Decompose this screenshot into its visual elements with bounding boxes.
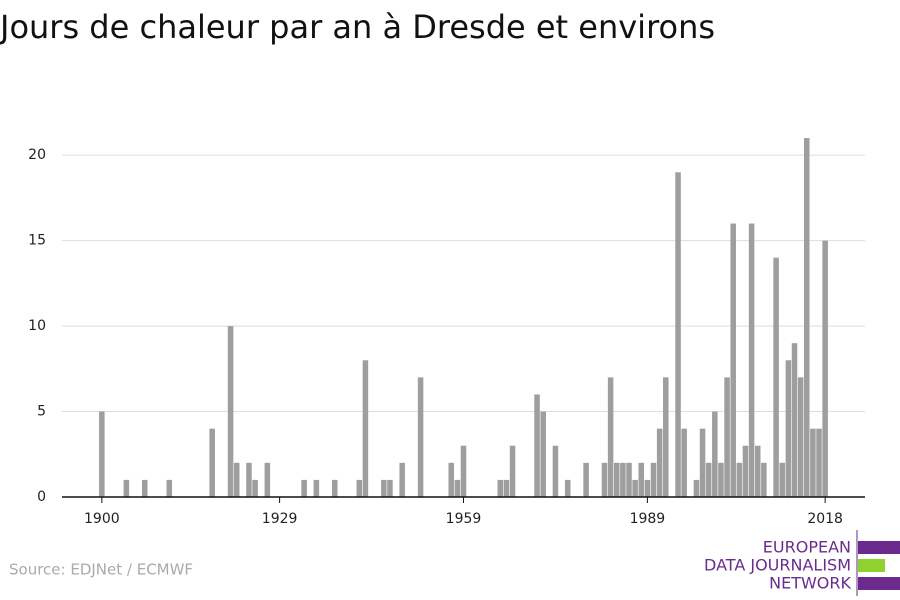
bar	[601, 462, 608, 497]
bar	[246, 462, 252, 497]
bar	[638, 462, 645, 497]
bar	[417, 377, 424, 497]
y-tick-label: 15	[28, 233, 46, 249]
logo-bar	[858, 541, 900, 554]
bar	[804, 138, 810, 497]
bar	[663, 377, 669, 497]
bar	[564, 479, 571, 497]
y-tick-label: 20	[28, 147, 46, 163]
bar	[748, 223, 755, 497]
bar	[810, 428, 816, 497]
bar	[552, 445, 559, 497]
bar	[460, 445, 467, 497]
bar	[724, 377, 730, 497]
logo: EUROPEAN DATA JOURNALISM NETWORK	[704, 530, 900, 596]
bar	[675, 172, 681, 498]
bar	[362, 360, 369, 497]
x-tick-label: 1989	[630, 511, 666, 527]
bar	[583, 462, 589, 497]
bar	[313, 479, 320, 497]
bar	[534, 394, 540, 497]
bar	[754, 445, 761, 497]
bar	[454, 479, 461, 497]
x-tick-label: 1929	[262, 511, 298, 527]
logo-text: DATA JOURNALISM	[704, 556, 851, 575]
bar	[816, 428, 822, 497]
bar	[509, 445, 516, 497]
y-tick-label: 0	[37, 489, 46, 505]
bar	[123, 479, 130, 497]
bar	[736, 462, 743, 497]
bar	[785, 360, 792, 497]
bar	[761, 462, 767, 497]
logo-text: EUROPEAN	[763, 538, 851, 557]
bar	[227, 326, 234, 497]
bar	[656, 428, 663, 497]
bar	[233, 462, 240, 497]
bar	[387, 479, 393, 497]
bar	[632, 479, 638, 497]
logo-bar	[858, 559, 885, 572]
bar	[626, 462, 632, 497]
bar	[209, 428, 215, 497]
bar	[693, 479, 700, 497]
x-tick-label: 1959	[446, 511, 482, 527]
bar	[773, 257, 779, 497]
y-tick-label: 5	[37, 404, 46, 420]
bar	[779, 462, 786, 497]
bar	[503, 479, 510, 497]
bar	[166, 479, 173, 497]
bar	[448, 462, 454, 497]
x-tick-label: 1900	[84, 511, 120, 527]
bar	[705, 462, 712, 497]
bar	[681, 428, 687, 497]
bar	[332, 479, 338, 497]
bar	[264, 462, 271, 497]
bar	[381, 479, 387, 497]
bar	[822, 240, 828, 498]
bar	[712, 411, 718, 497]
bar	[497, 479, 504, 497]
source: Source: EDJNet / ECMWF	[9, 561, 193, 579]
bar	[718, 462, 724, 497]
bar	[699, 428, 706, 497]
logo-bar	[858, 577, 900, 590]
bar	[797, 377, 804, 497]
bar	[301, 479, 307, 497]
bar	[791, 343, 798, 497]
bar	[252, 479, 258, 497]
bar	[742, 445, 749, 497]
logo-text: NETWORK	[769, 574, 851, 593]
y-tick-label: 10	[28, 318, 46, 334]
bar	[356, 479, 363, 497]
x-tick-label: 2018	[807, 511, 843, 527]
bar	[620, 462, 626, 497]
chart-title: Jours de chaleur par an à Dresde et envi…	[0, 8, 715, 46]
bar	[650, 462, 657, 497]
bar	[644, 479, 651, 497]
bar	[399, 462, 405, 497]
bar	[607, 377, 614, 497]
bar	[99, 411, 105, 497]
bar	[540, 411, 546, 497]
bar	[613, 462, 620, 497]
bar	[730, 223, 736, 497]
bar	[141, 479, 148, 497]
